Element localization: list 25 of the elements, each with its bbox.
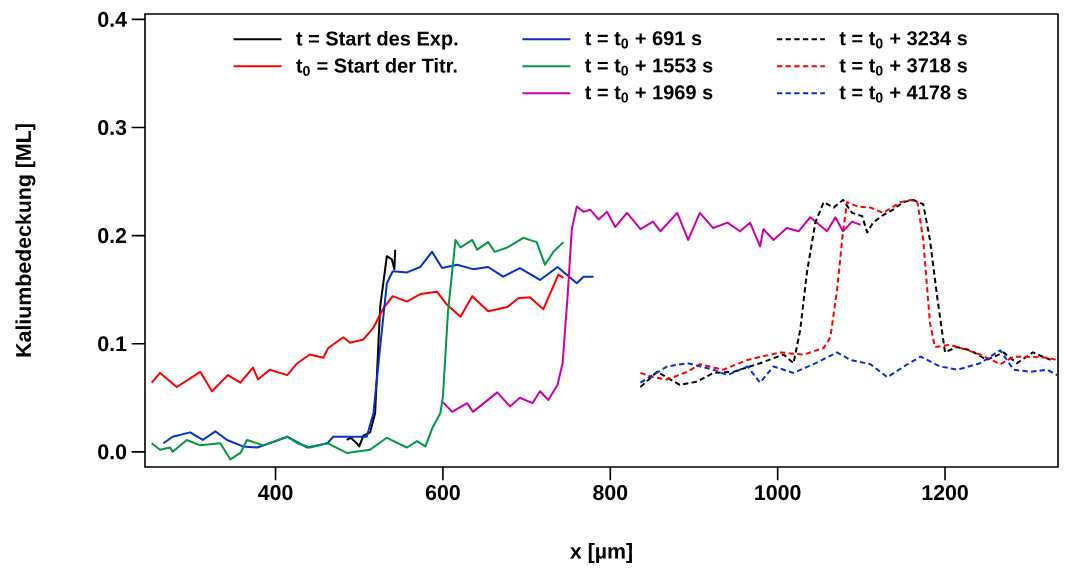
line-series <box>639 349 1058 384</box>
legend-label: t = t$_{0}$ + 1969 s <box>584 85 713 103</box>
line-series <box>345 248 397 448</box>
legend-label: t$_{0}$ = Start der Titr. <box>296 58 457 76</box>
x-tick-label: 800 <box>593 485 628 501</box>
y-tick-label: 0.4 <box>98 11 127 27</box>
x-tick-label: 1000 <box>755 485 801 501</box>
x-tick-label: 400 <box>258 485 293 501</box>
legend-label: t = Start des Exp. <box>296 30 458 50</box>
line-series <box>150 273 565 393</box>
legend-label: t = t$_{0}$ + 3234 s <box>839 31 967 49</box>
x-tick-label: 1200 <box>922 485 968 501</box>
x-tick-label: 600 <box>425 485 460 501</box>
y-tick-label: 0.0 <box>98 444 127 460</box>
y-axis-title: Kaliumbedeckung [ML] <box>15 124 36 357</box>
y-tick-label: 0.1 <box>98 336 127 352</box>
legend-label: t = t$_{0}$ + 691 s <box>584 31 702 49</box>
y-tick-label: 0.2 <box>98 228 127 244</box>
y-tick-label: 0.3 <box>98 119 127 136</box>
legend-label: t = t$_{0}$ + 1553 s <box>584 58 713 76</box>
line-series <box>441 205 862 413</box>
legend-label: t = t$_{0}$ + 3718 s <box>839 58 967 76</box>
x-axis-title: x [µm] <box>570 543 632 563</box>
line-series <box>150 236 565 461</box>
legend-label: t = t$_{0}$ + 4178 s <box>839 85 967 103</box>
